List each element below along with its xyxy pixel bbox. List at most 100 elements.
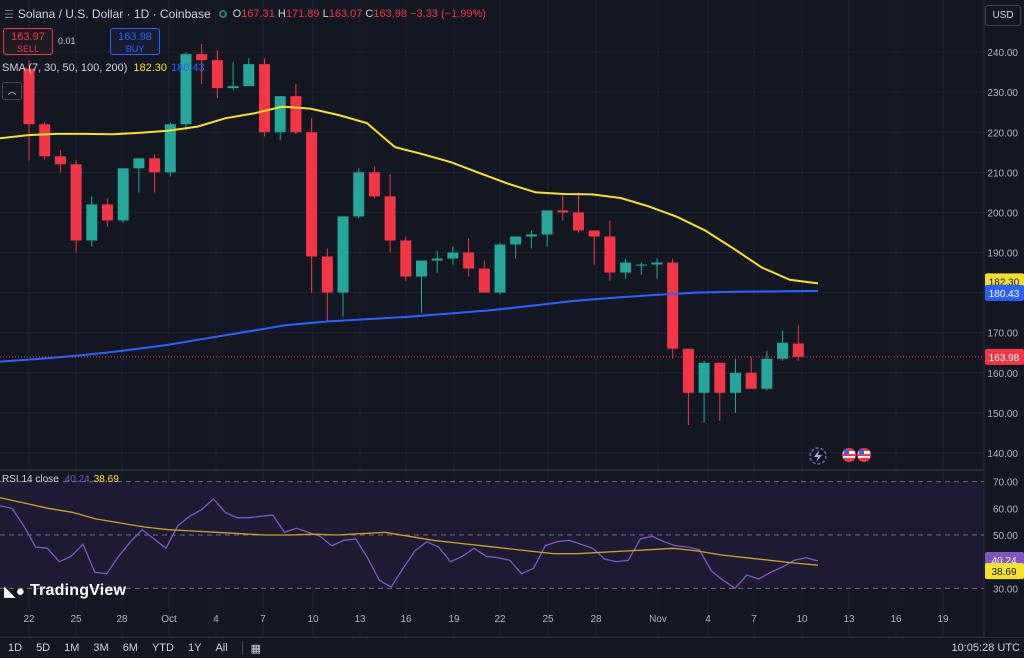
timeframe-3m[interactable]: 3M xyxy=(93,642,109,654)
rsi-tick-label: 30.00 xyxy=(993,584,1018,595)
candle-body xyxy=(400,240,412,277)
timeframe-1d[interactable]: 1D xyxy=(8,642,23,654)
timeframe-6m[interactable]: 6M xyxy=(122,642,138,654)
price-tick-label: 150.00 xyxy=(987,409,1018,420)
candle-body xyxy=(478,268,490,293)
candle-body xyxy=(525,234,537,237)
price-tick-label: 190.00 xyxy=(987,249,1018,260)
price-tick-label: 230.00 xyxy=(987,88,1018,99)
spread-value: 0.01 xyxy=(58,36,76,46)
candle-body xyxy=(54,156,66,165)
time-tick-label: Oct xyxy=(161,614,177,625)
menu-icon[interactable]: ☰ xyxy=(4,8,14,21)
rsi-legend[interactable]: RSI 14 close 40.24 38.69 xyxy=(2,474,119,485)
pane-separator[interactable] xyxy=(0,469,984,471)
calendar-icon[interactable]: ▦ xyxy=(250,642,262,655)
candle-body xyxy=(70,164,82,241)
time-tick-label: Nov xyxy=(649,614,667,625)
candle-body xyxy=(149,158,161,173)
timeframe-1m[interactable]: 1M xyxy=(64,642,80,654)
candle-body xyxy=(196,54,208,61)
us-flag-event-icon[interactable] xyxy=(842,448,856,462)
rsi-price-label: 40.24 xyxy=(991,556,1016,567)
time-tick-label: 16 xyxy=(890,614,902,625)
time-tick-label: 10 xyxy=(307,614,319,625)
collapse-arrow-icon[interactable]: ︿ xyxy=(2,82,22,100)
price-tick-label: 210.00 xyxy=(987,168,1018,179)
time-tick-label: 22 xyxy=(494,614,506,625)
price-tick-label: 140.00 xyxy=(987,449,1018,460)
sma-blue-line xyxy=(0,289,819,363)
tradingview-logo[interactable]: ◣● TradingView xyxy=(4,582,127,600)
candle-body xyxy=(651,262,663,265)
rsi-tick-label: 70.00 xyxy=(993,478,1018,489)
time-tick-label: 13 xyxy=(354,614,366,625)
candle-body xyxy=(86,204,98,241)
candle-body xyxy=(227,86,239,89)
time-tick-label: 22 xyxy=(23,614,35,625)
bottom-toolbar: 1D 5D 1M 3M 6M YTD 1Y All ▦ xyxy=(0,637,1024,658)
rsi-ma-price-label-bg xyxy=(985,563,1024,580)
time-tick-label: 13 xyxy=(843,614,855,625)
sma-blue-price-label-bg xyxy=(985,284,1024,301)
candle-body xyxy=(620,262,632,273)
utc-clock[interactable]: 10:05:28 UTC xyxy=(951,642,1020,654)
symbol-header[interactable]: ☰ Solana / U.S. Dollar · 1D · Coinbase O… xyxy=(0,4,486,24)
candle-body xyxy=(447,252,459,259)
time-tick-label: 25 xyxy=(542,614,554,625)
candle-body xyxy=(274,96,286,133)
symbol-title[interactable]: Solana / U.S. Dollar · 1D · Coinbase xyxy=(17,7,211,21)
candle-body xyxy=(39,124,51,157)
candle-body xyxy=(510,236,522,245)
rsi-tick-label: 60.00 xyxy=(993,504,1018,515)
time-tick-label: 19 xyxy=(937,614,949,625)
buy-button[interactable]: 163.98 BUY xyxy=(110,28,160,55)
candle-body xyxy=(745,372,757,389)
candle-body xyxy=(133,158,145,169)
sma-yellow-price-label: 182.30 xyxy=(989,277,1020,288)
us-flag-event-icon[interactable] xyxy=(857,448,871,462)
candle-body xyxy=(102,204,113,221)
time-tick-label: 28 xyxy=(590,614,602,625)
timeframe-all[interactable]: All xyxy=(215,642,228,654)
price-tick-label: 170.00 xyxy=(987,329,1018,340)
timeframe-1y[interactable]: 1Y xyxy=(187,642,202,654)
candle-body xyxy=(243,64,255,87)
ohlc-readout: O167.31 H171.89 L163.07 C163.98 −3.33 (−… xyxy=(232,8,486,20)
lightning-event-icon[interactable] xyxy=(809,447,827,465)
candle-body xyxy=(431,258,443,261)
rsi-tick-label: 50.00 xyxy=(993,531,1018,542)
toolbar-divider xyxy=(241,641,243,655)
time-tick-label: 28 xyxy=(116,614,128,625)
candle-body xyxy=(368,172,380,197)
time-tick-label: 16 xyxy=(400,614,412,625)
price-tick-label: 200.00 xyxy=(987,208,1018,219)
currency-selector[interactable]: USD xyxy=(985,5,1021,26)
sma-yellow-line xyxy=(0,105,819,285)
sell-button[interactable]: 163.97 SELL xyxy=(3,28,53,55)
candle-body xyxy=(730,372,741,393)
price-tick-label: 220.00 xyxy=(987,128,1018,139)
candle-body xyxy=(557,210,569,213)
price-tick-label: 240.00 xyxy=(987,48,1018,59)
candle-body xyxy=(416,260,427,277)
sma-blue-price-label: 180.43 xyxy=(989,289,1020,300)
candle-body xyxy=(164,124,176,173)
candle-body xyxy=(573,212,584,231)
last-price-label-bg xyxy=(985,348,1024,365)
time-tick-label: 19 xyxy=(448,614,460,625)
candle-body xyxy=(117,168,129,221)
sma-legend[interactable]: SMA (7, 30, 50, 100, 200) 182.30 180.43 xyxy=(2,62,205,74)
time-tick-label: 4 xyxy=(213,614,219,625)
candle-body xyxy=(321,256,333,293)
candle-body xyxy=(714,362,726,393)
last-price-label: 163.98 xyxy=(989,353,1020,364)
rsi-ma-line xyxy=(0,497,819,566)
candle-body xyxy=(337,216,349,293)
rsi-ma-price-label: 38.69 xyxy=(991,567,1016,578)
timeframe-5d[interactable]: 5D xyxy=(36,642,51,654)
timeframe-ytd[interactable]: YTD xyxy=(151,642,174,654)
price-tick-label: 160.00 xyxy=(987,369,1018,380)
